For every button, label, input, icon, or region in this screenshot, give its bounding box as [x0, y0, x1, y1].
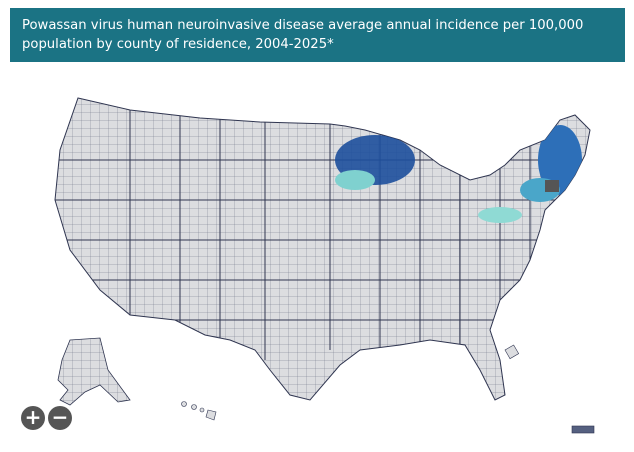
alaska: [57, 337, 131, 406]
map: [54, 97, 595, 434]
zoom-out-button[interactable]: −: [48, 406, 72, 430]
map-title: Powassan virus human neuroinvasive disea…: [22, 18, 584, 52]
incidence-areas: [335, 125, 582, 223]
zoom-in-button[interactable]: +: [21, 406, 45, 430]
title-bar: Powassan virus human neuroinvasive disea…: [10, 8, 625, 62]
contiguous-us: [54, 97, 591, 401]
puerto-rico: [571, 425, 595, 434]
hawaii: [181, 401, 217, 421]
